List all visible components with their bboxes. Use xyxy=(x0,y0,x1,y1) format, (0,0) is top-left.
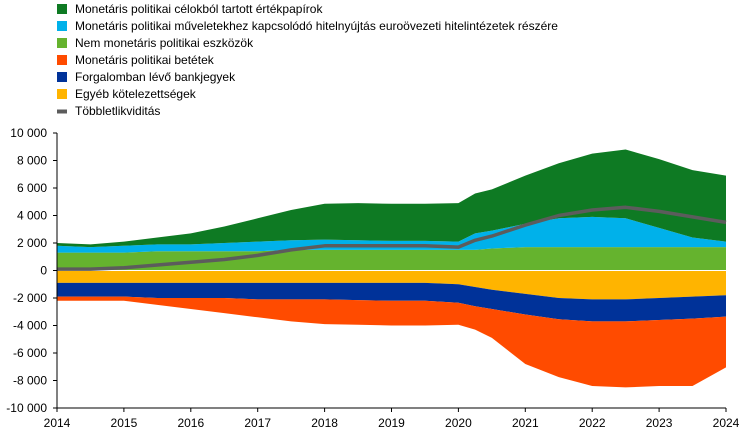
area-layers xyxy=(57,149,726,388)
area-monetaris-politikai-muveletekhez-kapcsolodo-hitelnyujtas-euroovezeti-hitelintezetek-reszere xyxy=(57,216,726,253)
legend: Monetáris politikai célokból tartott ért… xyxy=(57,2,558,118)
legend-label-egyeb-kotelezettsegek: Egyéb kötelezettségek xyxy=(75,87,197,101)
area-forgalomban-levo-bankjegyek xyxy=(57,282,726,322)
y-tick-label: 10 000 xyxy=(10,126,47,140)
y-tick-label: 0 xyxy=(40,264,47,278)
area-nem-monetaris-politikai-eszkozok xyxy=(57,247,726,271)
y-tick-label: 6 000 xyxy=(17,181,47,195)
legend-swatch-nem-monetaris-politikai-eszkozok xyxy=(57,38,67,48)
y-tick-label: 4 000 xyxy=(17,209,47,223)
legend-label-forgalomban-levo-bankjegyek: Forgalomban lévő bankjegyek xyxy=(75,70,236,84)
y-tick-label: 2 000 xyxy=(17,236,47,250)
line-tobbletlikviditas xyxy=(57,205,727,271)
legend-swatch-tobbletlikviditas xyxy=(57,109,67,114)
y-tick-label: -10 000 xyxy=(6,401,47,415)
area-monetaris-politikai-betetek xyxy=(57,296,726,388)
area-egyeb-kotelezettsegek xyxy=(57,270,726,300)
legend-label-monetaris-politikai-betetek: Monetáris politikai betétek xyxy=(75,53,215,67)
excess-liquidity-line xyxy=(57,205,727,271)
x-tick-label: 2017 xyxy=(244,416,271,430)
y-tick-label: -2 000 xyxy=(13,291,47,305)
y-tick-label: -6 000 xyxy=(13,346,47,360)
x-tick-label: 2020 xyxy=(445,416,472,430)
legend-swatch-monetaris-politikai-betetek xyxy=(57,55,67,65)
legend-swatch-monetaris-politikai-muveletekhez-kapcsolodo-hitelnyujtas-euroovezeti-hitelintezetek-reszere xyxy=(57,21,67,31)
y-tick-labels: 10 000 8 000 6 000 4 000 2 000 0 -2 000 -4 000 -… xyxy=(6,126,57,415)
x-tick-label: 2022 xyxy=(579,416,606,430)
legend-label-nem-monetaris-politikai-eszkozok: Nem monetáris politikai eszközök xyxy=(75,36,254,50)
y-tick-label: 8 000 xyxy=(17,154,47,168)
x-tick-labels: 2014 2015 2016 2017 2018 2019 2020 2021 2022 2023… xyxy=(44,408,740,430)
y-tick-label: -4 000 xyxy=(13,319,47,333)
area-monetaris-politikai-celokbol-tartott-ertekpapirok xyxy=(57,149,726,248)
x-tick-label: 2016 xyxy=(177,416,204,430)
legend-swatch-egyeb-kotelezettsegek xyxy=(57,89,67,99)
x-tick-label: 2023 xyxy=(646,416,673,430)
y-tick-label: -8 000 xyxy=(13,374,47,388)
legend-label-monetaris-politikai-muveletekhez-kapcsolodo-hitelnyujtas-euroovezeti-hitelintezetek-reszere: Monetáris politikai műveletekhez kapcsol… xyxy=(75,19,558,33)
x-tick-label: 2024 xyxy=(713,416,740,430)
legend-swatch-forgalomban-levo-bankjegyek xyxy=(57,72,67,82)
x-tick-label: 2019 xyxy=(378,416,405,430)
x-tick-label: 2015 xyxy=(111,416,138,430)
x-tick-label: 2014 xyxy=(44,416,71,430)
x-tick-label: 2018 xyxy=(311,416,338,430)
x-tick-label: 2021 xyxy=(512,416,539,430)
legend-swatch-monetaris-politikai-celokbol-tartott-ertekpapirok xyxy=(57,4,67,14)
legend-label-tobbletlikviditas: Többletlikviditás xyxy=(75,104,160,118)
legend-label-monetaris-politikai-celokbol-tartott-ertekpapirok: Monetáris politikai célokból tartott ért… xyxy=(75,2,323,16)
